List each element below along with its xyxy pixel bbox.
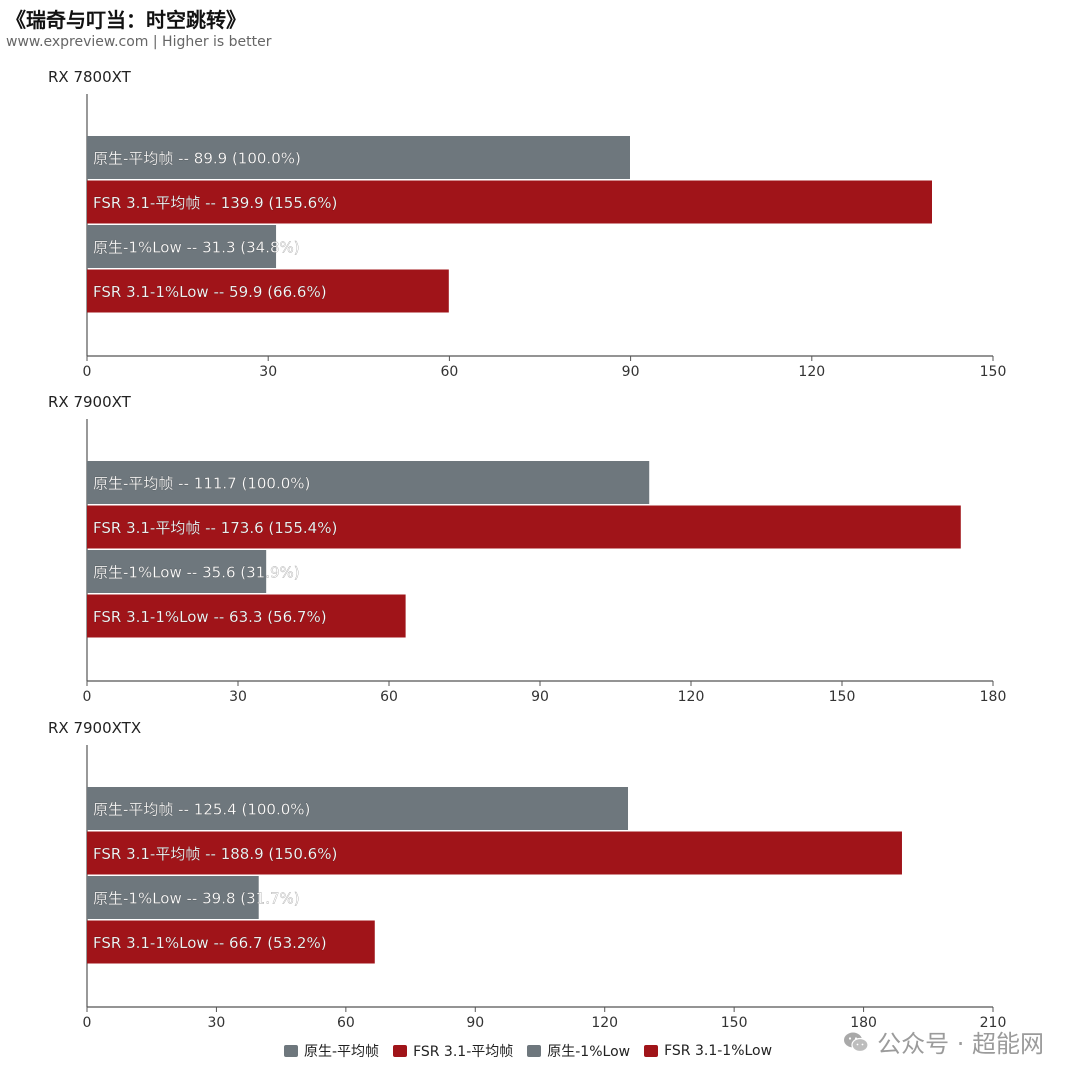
bar [87, 461, 650, 504]
bar-data-label: 原生-1%Low -- 31.3 (34.8%) [93, 239, 300, 257]
x-tick-label: 30 [229, 689, 247, 705]
x-tick-label: 0 [83, 689, 92, 705]
bar [87, 505, 961, 549]
bar-data-label: 原生-1%Low -- 39.8 (31.7%) [93, 890, 300, 908]
bar-data-label: FSR 3.1-平均帧 -- 139.9 (155.6%) [93, 194, 337, 212]
x-tick-label: 150 [721, 1015, 748, 1031]
panel-title: RX 7900XT [48, 393, 132, 411]
watermark: 公众号 · 超能网 [843, 1024, 1044, 1059]
bar-data-label: 原生-1%Low -- 35.6 (31.9%) [93, 564, 300, 582]
panel-title: RX 7800XT [48, 68, 132, 86]
bar-data-label: 原生-平均帧 -- 89.9 (100.0%) [93, 150, 301, 168]
chart-panel: RX 7900XT 0 30 60 90 120 150 180 原生-平均帧 -- 111.7… [48, 393, 1006, 705]
bar [87, 876, 259, 919]
legend-item: 原生-平均帧 [284, 1041, 379, 1061]
legend-item: FSR 3.1-1%Low [644, 1043, 772, 1059]
chart-panel: RX 7900XTX 0 30 60 90 120 150 180 210 原生-平均帧 -- 1… [48, 719, 1006, 1031]
x-tick-label: 90 [466, 1015, 484, 1031]
chart-title: 《瑞奇与叮当：时空跳转》 [6, 8, 246, 32]
bar [87, 920, 375, 964]
bar-data-label: FSR 3.1-1%Low -- 59.9 (66.6%) [93, 283, 327, 301]
x-tick-label: 0 [83, 364, 92, 380]
x-tick-label: 120 [798, 364, 825, 380]
legend-label: 原生-1%Low [547, 1044, 631, 1060]
chart-panel: RX 7800XT 0 30 60 90 120 150 原生-平均帧 -- 89.9 (10… [48, 68, 1006, 380]
x-tick-label: 180 [980, 689, 1007, 705]
bar-data-label: 原生-平均帧 -- 111.7 (100.0%) [93, 475, 310, 493]
bar [87, 787, 629, 830]
x-tick-label: 60 [380, 689, 398, 705]
x-tick-label: 120 [678, 689, 705, 705]
legend-swatch [527, 1045, 542, 1057]
x-tick-label: 30 [259, 364, 277, 380]
bar-data-label: FSR 3.1-1%Low -- 66.7 (53.2%) [93, 934, 327, 952]
x-tick-label: 120 [591, 1015, 618, 1031]
bar [87, 225, 277, 268]
legend-label: FSR 3.1-1%Low [664, 1043, 773, 1059]
wechat-icon [844, 1032, 869, 1052]
bar [87, 180, 932, 224]
x-tick-label: 90 [531, 689, 549, 705]
bar-data-label: FSR 3.1-1%Low -- 63.3 (56.7%) [93, 608, 327, 626]
bar-data-label: 原生-平均帧 -- 125.4 (100.0%) [93, 801, 310, 819]
x-tick-label: 60 [337, 1015, 355, 1031]
x-tick-label: 180 [850, 1015, 877, 1031]
x-tick-label: 0 [83, 1015, 92, 1031]
bar-data-label: FSR 3.1-平均帧 -- 188.9 (150.6%) [93, 845, 337, 863]
legend: 原生-平均帧 FSR 3.1-平均帧 原生-1%Low FSR 3.1-1%Lo… [284, 1041, 786, 1061]
bar-data-label: FSR 3.1-平均帧 -- 173.6 (155.4%) [93, 519, 337, 537]
chart-subtitle: www.expreview.com | Higher is better [6, 34, 272, 50]
bar [87, 136, 630, 179]
x-tick-label: 150 [829, 689, 856, 705]
watermark-text: 公众号 · 超能网 [877, 1030, 1044, 1058]
legend-swatch [644, 1045, 659, 1057]
x-tick-label: 210 [980, 1015, 1007, 1031]
bar [87, 269, 449, 313]
legend-label: FSR 3.1-平均帧 [413, 1044, 514, 1060]
legend-item: 原生-1%Low [527, 1041, 630, 1061]
x-tick-label: 90 [622, 364, 640, 380]
bar [87, 594, 406, 638]
x-tick-label: 60 [440, 364, 458, 380]
legend-swatch [393, 1045, 408, 1057]
panel-title: RX 7900XTX [48, 719, 141, 737]
x-tick-label: 150 [980, 364, 1007, 380]
legend-label: 原生-平均帧 [304, 1044, 380, 1060]
legend-item: FSR 3.1-平均帧 [393, 1041, 513, 1061]
x-tick-label: 30 [208, 1015, 226, 1031]
bar [87, 550, 267, 593]
bar [87, 831, 902, 875]
legend-swatch [284, 1045, 298, 1057]
